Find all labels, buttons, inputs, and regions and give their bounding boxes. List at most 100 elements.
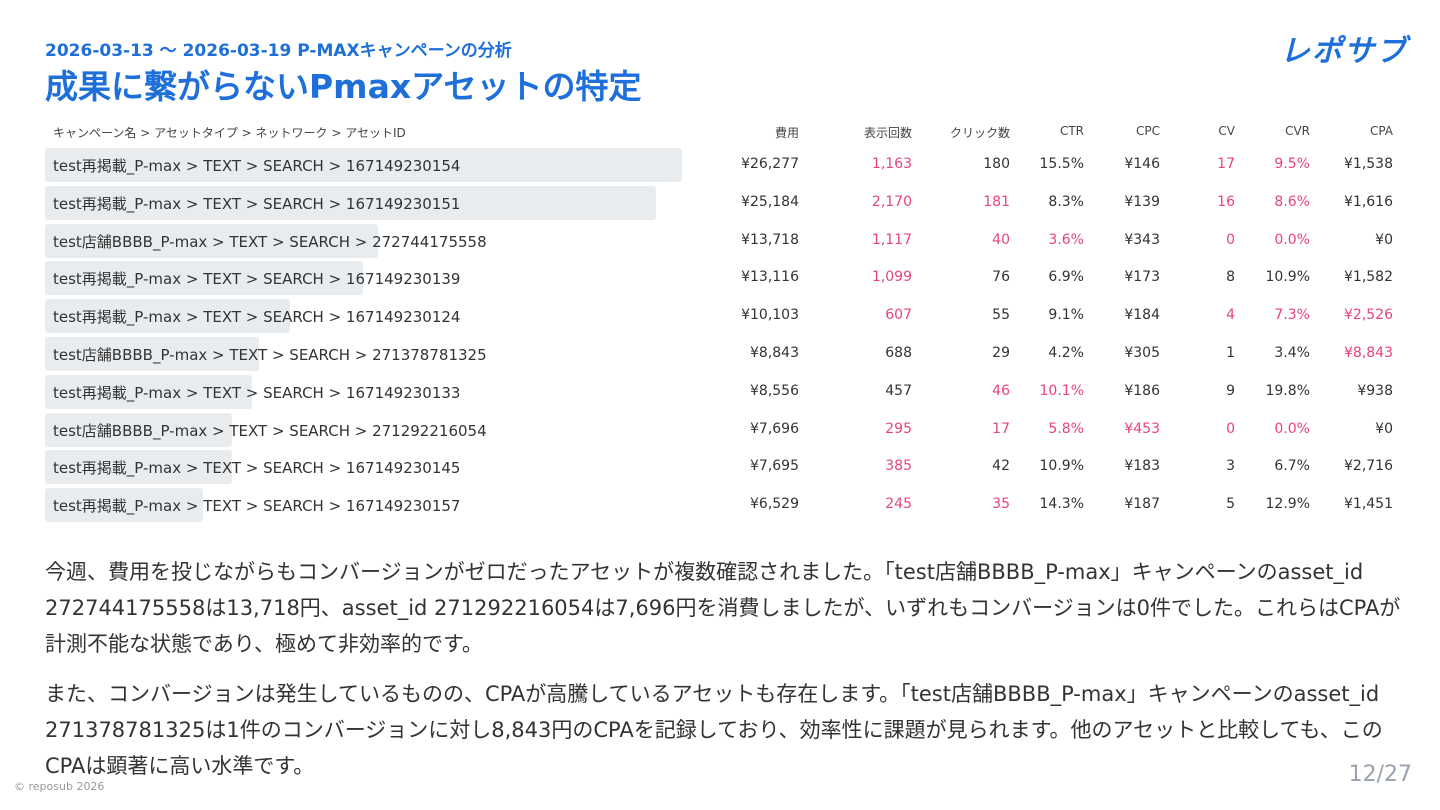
metric-cell: ¥8,843 [1344,345,1393,361]
metric-cell: ¥187 [1124,496,1160,513]
metric-cell: ¥343 [1124,231,1160,248]
paragraph: 今週、費用を投じながらもコンバージョンがゼロだったアセットが複数確認されました。… [45,560,1401,656]
cost-bar [45,185,656,220]
metric-cell: 0 [1226,420,1235,437]
metric-cell: 46 [992,382,1010,399]
row-name: test店舗BBBB_P-max > TEXT > SEARCH > 27137… [53,346,487,364]
metric-cell: 29 [992,345,1010,361]
paragraph: また、コンバージョンは発生しているものの、CPAが高騰しているアセットも存在しま… [45,682,1383,778]
metric-cell: 607 [885,307,912,324]
column-header: クリック数 [949,126,1010,140]
metric-cell: 10.9% [1039,458,1084,475]
metric-cell: ¥938 [1357,382,1393,399]
metric-cell: 10.1% [1039,382,1084,399]
metric-cell: ¥1,582 [1344,269,1393,286]
metric-cell: 457 [885,382,912,399]
metric-cell: 180 [983,156,1010,172]
metric-cell: 6.7% [1274,458,1310,475]
row-name: test再掲載_P-max > TEXT > SEARCH > 16714923… [53,383,461,402]
cost-cell: ¥13,116 [741,269,799,286]
cost-bar [45,223,378,258]
cost-bar [45,261,363,296]
metric-cell: 14.3% [1039,496,1084,513]
metric-cell: ¥1,538 [1344,156,1393,172]
metric-cell: 9.1% [1048,307,1084,324]
metric-cell: ¥146 [1124,156,1160,172]
row-name: test再掲載_P-max > TEXT > SEARCH > 16714923… [53,459,461,478]
metric-cell: 8.3% [1048,193,1084,210]
metric-cell: 35 [992,496,1010,513]
metric-cell: 7.3% [1274,307,1310,324]
cost-cell: ¥6,529 [750,496,799,513]
cost-bar [45,337,260,371]
copyright: © reposub 2026 [14,780,105,793]
metric-cell: 1 [1226,345,1235,361]
cost-cell: ¥26,277 [741,156,799,172]
metric-cell: 295 [885,420,912,437]
metric-cell: 4 [1226,307,1235,324]
column-header: CPC [1136,124,1160,138]
page-number: 12/27 [1348,762,1412,787]
row-name: test再掲載_P-max > TEXT > SEARCH > 16714923… [53,497,461,516]
metric-cell: 10.9% [1265,269,1310,286]
row-name: test店舗BBBB_P-max > TEXT > SEARCH > 27129… [53,421,487,440]
cost-bar [45,374,253,409]
metric-cell: 3.4% [1274,345,1310,361]
metric-cell: 3 [1226,458,1235,475]
metric-cell: 1,163 [871,156,912,172]
title: 成果に繋がらないPmaxアセットの特定 [45,67,642,106]
metric-cell: 76 [992,269,1010,286]
row-name: test再掲載_P-max > TEXT > SEARCH > 16714923… [53,270,461,289]
metric-cell: 5 [1226,496,1235,513]
metric-cell: 40 [992,231,1010,248]
row-name: test再掲載_P-max > TEXT > SEARCH > 16714923… [53,194,461,213]
metric-cell: ¥1,451 [1344,496,1393,513]
column-header: CVR [1285,124,1310,138]
cost-bar [45,488,204,523]
cost-cell: ¥8,843 [750,345,799,361]
metric-cell: ¥139 [1124,193,1160,210]
metric-cell: 16 [1217,193,1235,210]
metric-cell: 9.5% [1274,156,1310,172]
metric-cell: 0.0% [1274,231,1310,248]
metric-cell: ¥453 [1124,420,1160,437]
cost-cell: ¥8,556 [750,382,799,399]
metric-cell: ¥184 [1124,307,1160,324]
metric-cell: ¥183 [1124,458,1160,475]
cost-bar [45,450,232,485]
metric-cell: 6.9% [1048,269,1084,286]
column-header: キャンペーン名 > アセットタイプ > ネットワーク > アセットID [53,126,406,140]
metric-cell: ¥2,526 [1344,307,1393,324]
metric-cell: 3.6% [1048,231,1084,248]
metric-cell: 19.8% [1265,382,1310,399]
metric-cell: 55 [992,307,1010,324]
column-header: CPA [1369,124,1393,138]
cost-cell: ¥13,718 [741,231,799,248]
metric-cell: 17 [1217,156,1235,172]
row-name: test店舗BBBB_P-max > TEXT > SEARCH > 27274… [53,232,487,251]
metric-cell: ¥186 [1124,382,1160,399]
metric-cell: ¥0 [1375,231,1393,248]
metric-cell: ¥173 [1124,269,1160,286]
column-header: 費用 [774,126,799,140]
metric-cell: 385 [885,458,912,475]
row-name: test再掲載_P-max > TEXT > SEARCH > 16714923… [53,157,461,175]
metric-cell: 181 [983,193,1010,210]
metric-cell: 9 [1226,382,1235,399]
subtitle: 2026-03-13 ～ 2026-03-19 P-MAXキャンペーンの分析 [45,41,512,61]
cost-cell: ¥25,184 [741,193,799,210]
cost-bar [45,148,682,182]
metric-cell: 0 [1226,231,1235,248]
metric-cell: 1,099 [871,269,912,286]
metric-cell: 42 [992,458,1010,475]
metric-cell: 8 [1226,269,1235,286]
metric-cell: 245 [885,496,912,513]
metric-cell: 8.6% [1274,193,1310,210]
metric-cell: ¥0 [1375,420,1393,437]
logo: レポサブ [1280,34,1408,69]
cost-bar [45,412,232,447]
metric-cell: 688 [885,345,912,361]
cost-cell: ¥10,103 [741,307,799,324]
cost-bar [45,299,290,334]
